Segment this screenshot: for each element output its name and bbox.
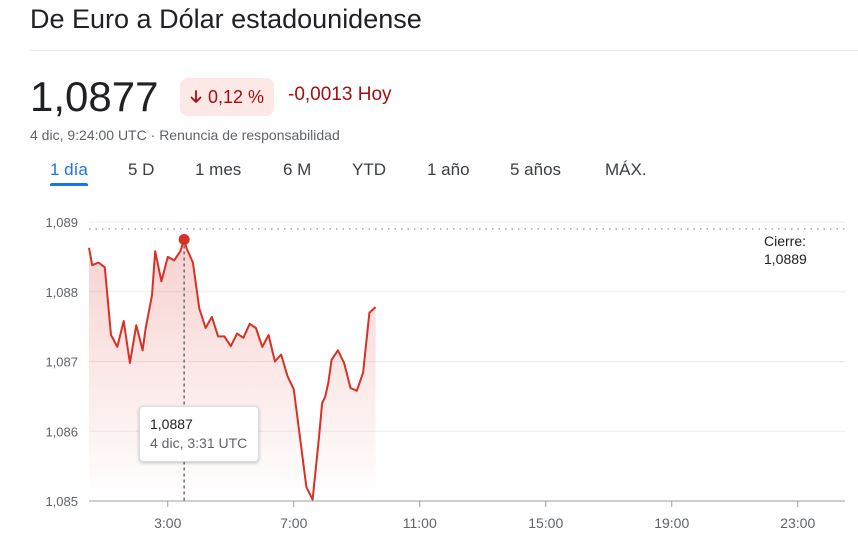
x-tick-label: 23:00	[780, 515, 815, 531]
x-tick-label: 3:00	[154, 515, 181, 531]
tooltip-value: 1,0887	[150, 416, 193, 432]
tab-5-d[interactable]: 5 D	[128, 160, 155, 179]
title-divider	[30, 50, 858, 51]
x-tick-label: 15:00	[528, 515, 563, 531]
x-tick-label: 7:00	[280, 515, 307, 531]
tab-1-dia[interactable]: 1 día	[50, 158, 88, 186]
y-tick-label: 1,087	[45, 355, 78, 370]
hover-tooltip: 1,0887 4 dic, 3:31 UTC	[139, 406, 259, 462]
disclaimer-link[interactable]: Renuncia de responsabilidad	[159, 127, 340, 143]
x-axis	[89, 500, 845, 507]
quote-meta: 4 dic, 9:24:00 UTC · Renuncia de respons…	[30, 127, 340, 143]
tooltip-time: 4 dic, 3:31 UTC	[150, 435, 248, 451]
page-title: De Euro a Dólar estadounidense	[30, 4, 422, 34]
percent-change-value: 0,12 %	[208, 86, 265, 107]
quote-timestamp: 4 dic, 9:24:00 UTC	[30, 127, 147, 143]
y-tick-label: 1,089	[45, 215, 78, 230]
range-tabs: 1 día 5 D 1 mes 6 M YTD 1 año 5 años MÁX…	[0, 158, 858, 188]
y-tick-label: 1,088	[45, 285, 78, 300]
tab-max[interactable]: MÁX.	[605, 160, 647, 179]
previous-close-label: Cierre: 1,0889	[764, 232, 807, 268]
tab-1-ano[interactable]: 1 año	[427, 160, 470, 179]
arrow-down-icon	[190, 90, 202, 103]
tab-6-m[interactable]: 6 M	[283, 160, 312, 179]
x-tick-label: 11:00	[403, 515, 437, 531]
hover-point	[178, 233, 190, 245]
tab-ytd[interactable]: YTD	[352, 160, 386, 179]
current-price: 1,0877	[30, 73, 159, 120]
meta-separator: ·	[150, 127, 156, 143]
y-axis-labels: 1,085 1,086 1,087 1,088 1,089	[45, 215, 78, 509]
y-tick-label: 1,085	[45, 494, 78, 509]
tab-1-mes[interactable]: 1 mes	[195, 160, 242, 179]
tab-5-anos[interactable]: 5 años	[510, 160, 562, 179]
percent-change-badge: 0,12 %	[180, 78, 275, 116]
absolute-change: -0,0013 Hoy	[288, 84, 392, 105]
close-value: 1,0889	[764, 251, 807, 267]
price-series-line	[88, 238, 377, 501]
close-caption: Cierre:	[764, 233, 807, 249]
y-tick-label: 1,086	[45, 424, 78, 439]
x-axis-labels: 3:00 7:00 11:00 15:00 19:00 23:00	[154, 515, 815, 531]
price-chart[interactable]: 1,085 1,086 1,087 1,088 1,089 3:00 7:00 11:00 1…	[0, 200, 858, 544]
x-tick-label: 19:00	[654, 515, 689, 531]
